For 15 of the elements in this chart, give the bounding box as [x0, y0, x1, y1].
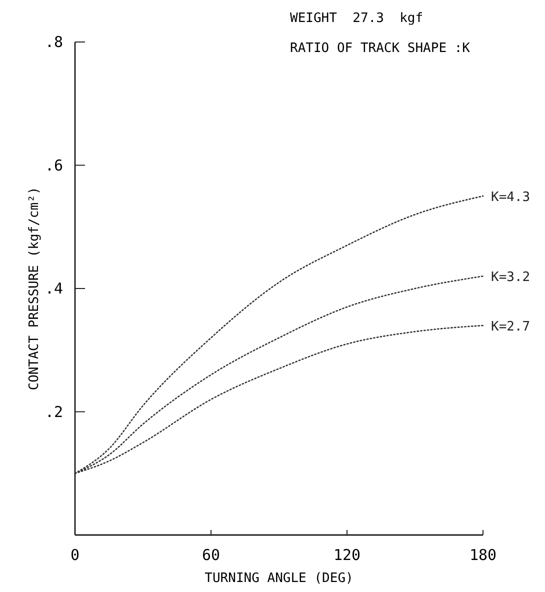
y-tick-label: .2	[44, 402, 63, 421]
y-axis-title: CONTACT PRESSURE (kgf/cm²)	[27, 186, 42, 390]
x-tick-label: 60	[202, 546, 220, 564]
x-tick-label: 180	[469, 546, 497, 564]
series-label: K=2.7	[491, 319, 530, 334]
annotation: RATIO OF TRACK SHAPE :K	[290, 41, 470, 56]
x-tick-label: 120	[333, 546, 361, 564]
y-tick-label: .6	[44, 156, 63, 174]
x-axis-title: TURNING ANGLE (DEG)	[204, 571, 354, 586]
y-tick-label: .8	[44, 33, 63, 51]
y-tick-label: .4	[44, 280, 63, 298]
series-label: K=4.3	[491, 190, 530, 206]
series-label: K=3.2	[491, 270, 530, 286]
x-tick-label: 0	[70, 546, 80, 564]
text: WEIGHT 27.3 kgf	[290, 11, 424, 26]
